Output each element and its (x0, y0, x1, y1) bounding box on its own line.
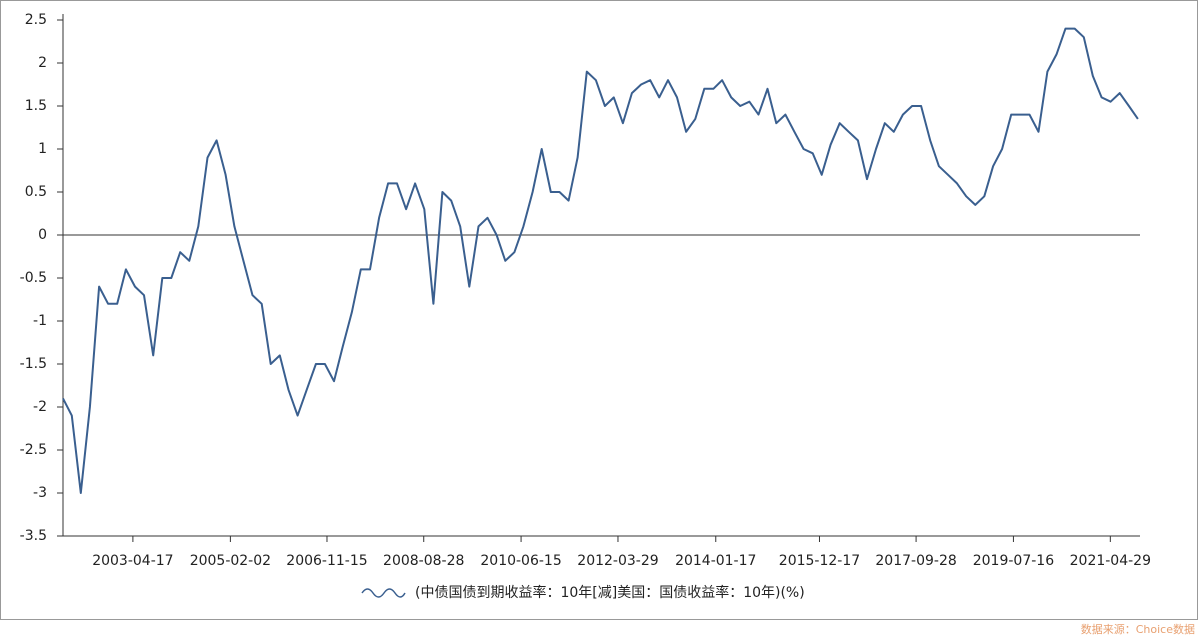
x-tick-label: 2005-02-02 (190, 553, 271, 569)
y-tick-label: 2 (38, 55, 47, 71)
y-tick-label: 1.5 (25, 98, 47, 114)
x-tick-label: 2015-12-17 (779, 553, 860, 569)
x-tick-label: 2008-08-28 (383, 553, 464, 569)
x-tick-label: 2010-06-15 (480, 553, 561, 569)
source-note: 数据来源：Choice数据 (1081, 622, 1195, 636)
y-tick-label: -2.5 (20, 442, 47, 458)
x-tick-label: 2017-09-28 (875, 553, 956, 569)
y-tick-label: 0 (38, 227, 47, 243)
x-tick-label: 2003-04-17 (92, 553, 173, 569)
y-tick-label: -0.5 (20, 270, 47, 286)
x-tick-label: 2006-11-15 (286, 553, 367, 569)
y-tick-label: 2.5 (25, 12, 47, 28)
data-line (62, 27, 1139, 494)
y-tick-label: 1 (38, 141, 47, 157)
x-tick-label: 2019-07-16 (973, 553, 1054, 569)
y-tick-label: 0.5 (25, 184, 47, 200)
x-tick-label: 2014-01-17 (675, 553, 756, 569)
y-tick-label: -2 (33, 399, 47, 415)
legend-label: (中债国债到期收益率：10年[减]美国：国债收益率：10年)(%) (415, 584, 805, 601)
y-tick-label: -1 (33, 313, 47, 329)
y-tick-label: -3 (33, 485, 47, 501)
chart-frame (0, 0, 1198, 620)
x-tick-label: 2021-04-29 (1070, 553, 1151, 569)
legend-icon (361, 588, 406, 598)
y-tick-label: -1.5 (20, 356, 47, 372)
x-tick-label: 2012-03-29 (577, 553, 658, 569)
y-tick-label: -3.5 (20, 528, 47, 544)
